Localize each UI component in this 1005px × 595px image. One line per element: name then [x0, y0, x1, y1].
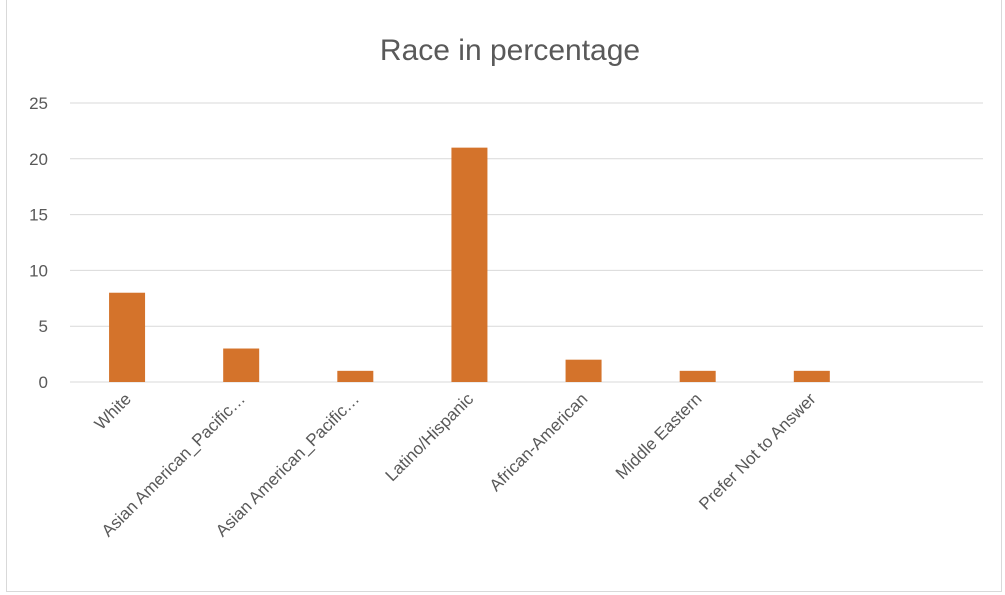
bar-1: [223, 348, 260, 382]
y-tick-label: 5: [39, 317, 48, 336]
y-tick-label: 0: [39, 373, 48, 392]
y-tick-label: 20: [29, 150, 48, 169]
y-tick-label: 10: [29, 261, 48, 280]
bar-4: [565, 359, 602, 382]
x-category-label: African-American: [486, 389, 592, 495]
bar-6: [793, 370, 830, 382]
bar-0: [109, 292, 146, 382]
y-tick-label: 15: [29, 206, 48, 225]
y-tick-label: 25: [29, 94, 48, 113]
chart-title: Race in percentage: [380, 34, 640, 67]
x-category-label: Latino/Hispanic: [382, 389, 478, 485]
bar-2: [337, 370, 374, 382]
bar-3: [451, 147, 488, 382]
y-axis-tick-labels: 0 5 10 15 20 25: [29, 94, 48, 392]
x-category-label: Prefer Not to Answer: [695, 389, 820, 514]
bars: [109, 147, 830, 382]
x-category-label: Middle Eastern: [612, 389, 706, 483]
chart-frame: [6, 0, 1002, 592]
x-category-label: White: [91, 389, 135, 433]
bar-5: [679, 370, 716, 382]
grid-lines: [70, 102, 983, 383]
